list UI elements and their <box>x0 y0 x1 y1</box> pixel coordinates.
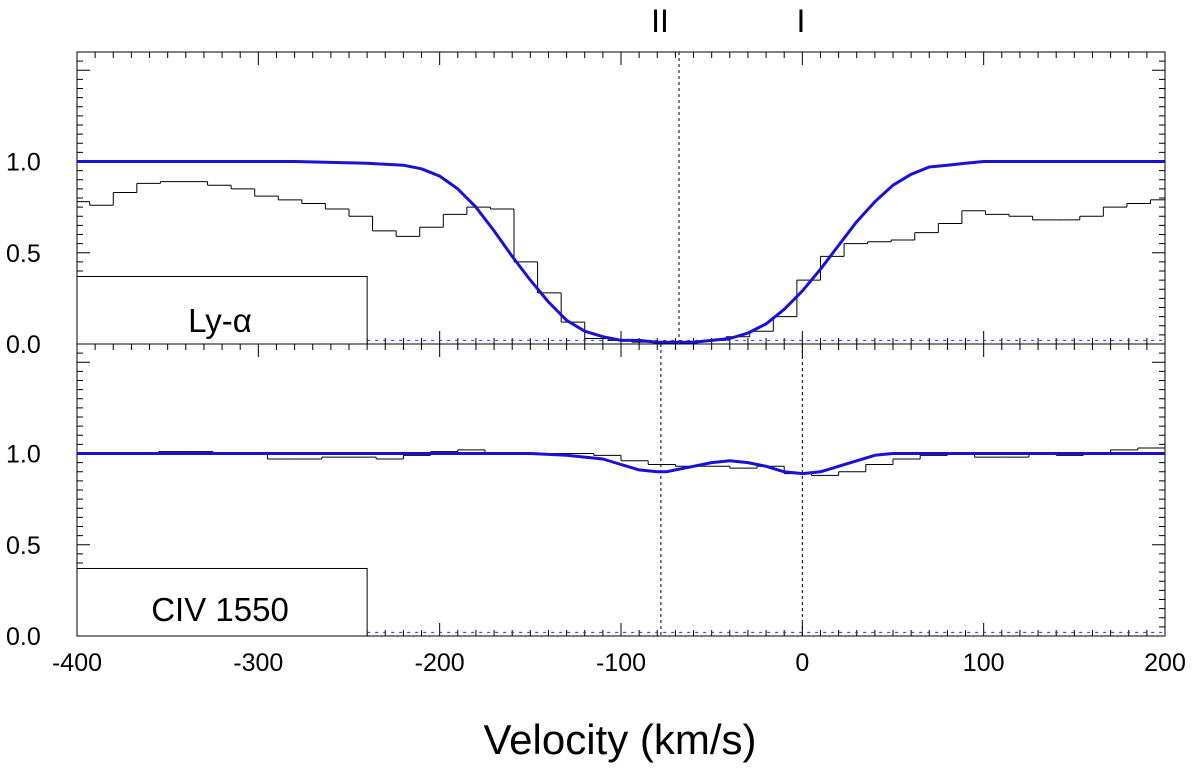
civ-label-box <box>76 567 368 637</box>
civ-ytick-label: 0.5 <box>6 532 41 560</box>
civ-panel: 0.0 0.5 1.0 <box>6 343 1166 651</box>
component-label-ii: II <box>651 3 669 39</box>
x-tick-label: -100 <box>596 649 646 677</box>
lya-label-prefix: Ly- <box>188 302 233 339</box>
lya-panel: 0.0 0.5 1.0 <box>6 51 1166 359</box>
lya-ytick-label: 1.0 <box>6 149 41 177</box>
lya-label-box <box>76 275 368 345</box>
civ-ytick-label: 0.0 <box>6 623 41 651</box>
lya-panel-label: Ly-α <box>188 302 252 339</box>
alpha-symbol: α <box>233 302 252 339</box>
lya-ytick-label: 0.5 <box>6 240 41 268</box>
x-tick-labels: -400 -300 -200 -100 0 100 200 <box>52 649 1186 677</box>
x-tick-label: 200 <box>1144 649 1186 677</box>
x-tick-label: -400 <box>52 649 102 677</box>
x-tick-label: 0 <box>795 649 809 677</box>
civ-model-line <box>77 452 1165 476</box>
civ-panel-label: CIV 1550 <box>151 591 289 628</box>
x-tick-label: 100 <box>963 649 1005 677</box>
civ-ytick-label: 1.0 <box>6 441 41 469</box>
x-tick-label: -300 <box>233 649 283 677</box>
x-axis-title: Velocity (km/s) <box>483 716 756 763</box>
lya-ytick-label: 0.0 <box>6 331 41 359</box>
x-tick-label: -200 <box>415 649 465 677</box>
component-label-i: I <box>797 3 806 39</box>
lya-model-line <box>77 160 1165 344</box>
